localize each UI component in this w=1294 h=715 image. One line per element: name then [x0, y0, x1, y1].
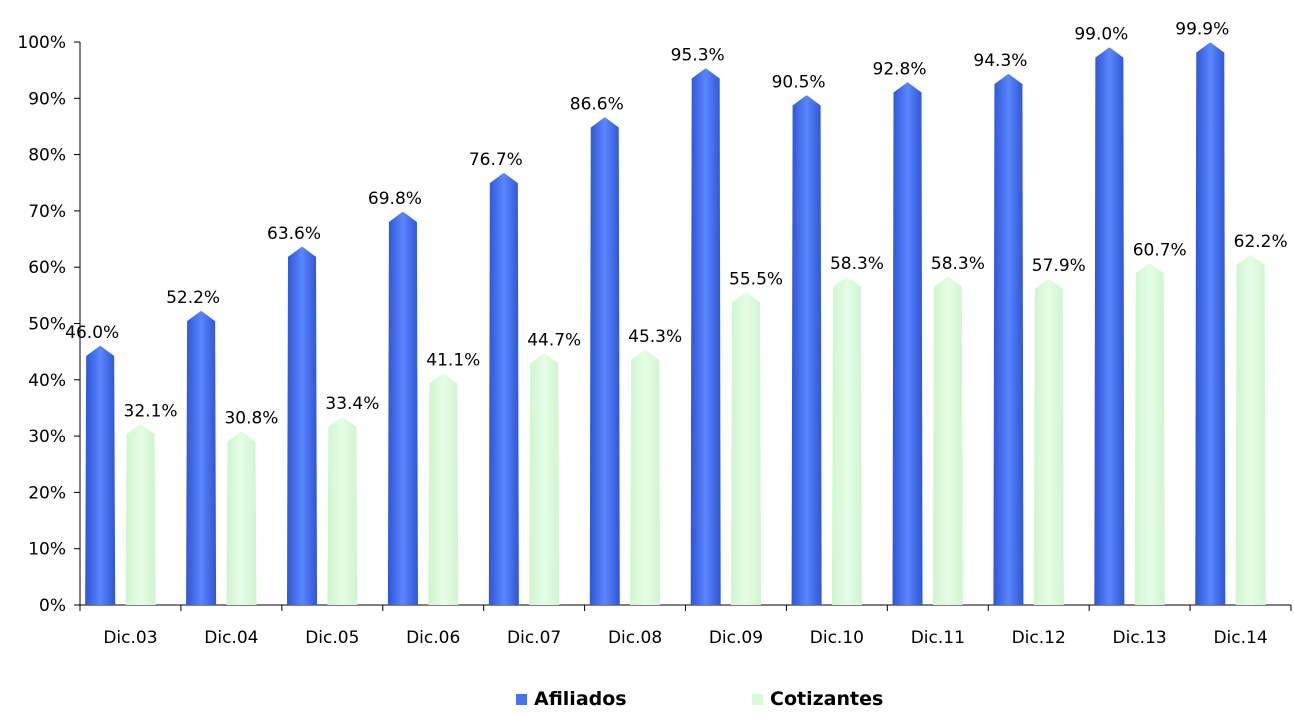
- x-tick-label: Dic.11: [911, 628, 965, 648]
- afiliados-bar: [85, 346, 116, 605]
- x-tick-label: Dic.14: [1213, 628, 1267, 648]
- cotizantes-data-label: 33.4%: [325, 394, 379, 414]
- y-tick-label: 70%: [28, 202, 66, 222]
- afiliados-data-label: 99.0%: [1074, 25, 1128, 45]
- y-tick-label: 90%: [28, 89, 66, 109]
- afiliados-bar: [287, 246, 318, 605]
- cotizantes-data-label: 58.3%: [931, 254, 985, 274]
- cotizantes-bar: [731, 292, 762, 605]
- afiliados-bar: [186, 311, 217, 605]
- x-tick-label: Dic.09: [709, 628, 763, 648]
- cotizantes-data-label: 44.7%: [527, 330, 581, 350]
- x-tick-label: Dic.04: [204, 628, 258, 648]
- cotizantes-data-label: 57.9%: [1032, 256, 1086, 276]
- cotizantes-bar: [125, 424, 156, 605]
- cotizantes-data-label: 45.3%: [628, 327, 682, 347]
- afiliados-bar: [993, 74, 1024, 605]
- x-tick-label: Dic.13: [1113, 628, 1167, 648]
- cotizantes-bar: [1134, 263, 1165, 605]
- afiliados-bar: [488, 173, 519, 605]
- afiliados-data-label: 52.2%: [166, 288, 220, 308]
- y-tick-label: 100%: [17, 33, 66, 53]
- legend: Afiliados Cotizantes: [516, 688, 883, 710]
- x-tick-label: Dic.05: [305, 628, 359, 648]
- data-labels: 46.0% 52.2% 63.6% 69.8% 76.7% 86.6% 95.3% 90.5%…: [65, 20, 1287, 429]
- legend-swatch-cotizantes: [752, 694, 763, 705]
- afiliados-bar: [791, 95, 822, 606]
- cotizantes-data-label: 55.5%: [729, 270, 783, 290]
- cotizantes-data-label: 41.1%: [426, 351, 480, 371]
- y-tick-label: 30%: [28, 427, 66, 447]
- y-tick-label: 80%: [28, 146, 66, 166]
- cotizantes-bar: [327, 416, 358, 605]
- y-tick-label: 10%: [28, 540, 66, 560]
- y-tick-label: 40%: [28, 371, 66, 391]
- x-tick-label: Dic.07: [507, 628, 561, 648]
- afiliados-data-label: 86.6%: [570, 94, 624, 114]
- cotizantes-data-label: 32.1%: [124, 401, 178, 421]
- afiliados-data-label: 63.6%: [267, 224, 321, 244]
- y-tick-label: 0%: [39, 596, 66, 616]
- x-tick-label: Dic.10: [810, 628, 864, 648]
- cotizantes-bar: [428, 373, 459, 605]
- afiliados-data-label: 99.9%: [1175, 20, 1229, 40]
- afiliados-bar: [387, 212, 418, 605]
- afiliados-data-label: 69.8%: [368, 189, 422, 209]
- afiliados-bar: [690, 68, 721, 605]
- afiliados-bar: [589, 117, 620, 605]
- cotizantes-bar: [1235, 254, 1266, 605]
- legend-swatch-afiliados: [516, 694, 527, 705]
- y-tick-label: 50%: [28, 315, 66, 335]
- legend-label-cotizantes: Cotizantes: [770, 688, 883, 710]
- x-tick-label: Dic.08: [608, 628, 662, 648]
- bars: [85, 42, 1266, 606]
- cotizantes-bar: [831, 276, 862, 605]
- cotizantes-data-label: 60.7%: [1133, 240, 1187, 260]
- axes: 0% 10% 20% 30% 40% 50% 60% 70% 80% 90% 100% Dic.03 D…: [17, 33, 1292, 648]
- afiliados-data-label: 92.8%: [873, 60, 927, 80]
- cotizantes-data-label: 58.3%: [830, 254, 884, 274]
- cotizantes-bar: [529, 353, 560, 605]
- legend-label-afiliados: Afiliados: [534, 688, 627, 710]
- y-tick-label: 20%: [28, 483, 66, 503]
- afiliados-bar: [1094, 47, 1125, 605]
- x-tick-label: Dic.12: [1012, 628, 1066, 648]
- afiliados-data-label: 46.0%: [65, 323, 119, 343]
- cotizantes-bar: [630, 349, 661, 605]
- afiliados-data-label: 90.5%: [772, 72, 826, 92]
- afiliados-bar: [892, 82, 923, 605]
- cotizantes-bar: [226, 431, 257, 605]
- afiliados-data-label: 94.3%: [973, 51, 1027, 71]
- x-tick-label: Dic.03: [103, 628, 157, 648]
- cotizantes-bar: [932, 276, 963, 605]
- afiliados-data-label: 95.3%: [671, 45, 725, 65]
- cotizantes-bar: [1033, 279, 1064, 605]
- y-tick-label: 60%: [28, 258, 66, 278]
- cotizantes-data-label: 62.2%: [1234, 232, 1288, 252]
- afiliados-data-label: 76.7%: [469, 150, 523, 170]
- afiliados-bar: [1195, 42, 1226, 606]
- cotizantes-data-label: 30.8%: [224, 409, 278, 429]
- x-tick-label: Dic.06: [406, 628, 460, 648]
